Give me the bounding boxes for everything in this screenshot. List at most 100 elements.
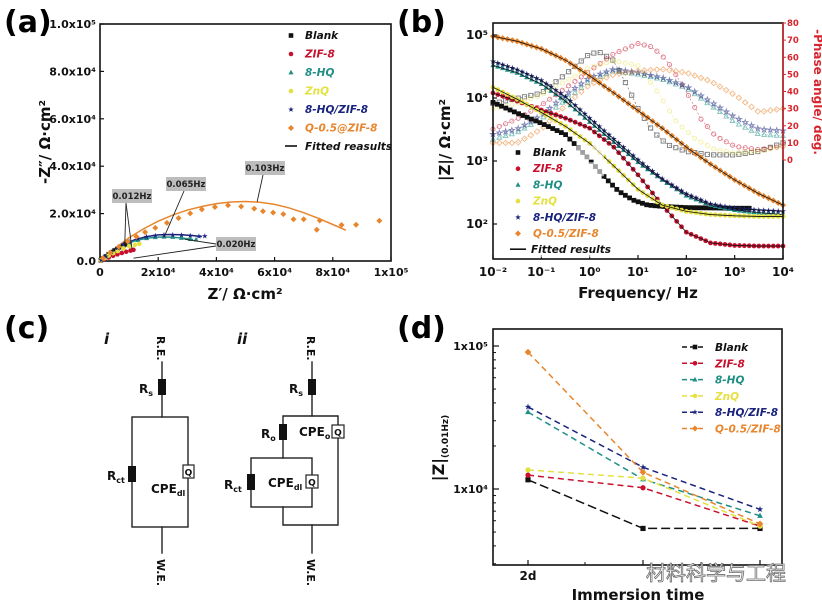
b-modulus-point bbox=[741, 208, 747, 214]
b-phase-point bbox=[527, 121, 534, 127]
d-legend-label: 8-HQ/ZIF-8 bbox=[715, 407, 778, 419]
b-modulus-point bbox=[727, 206, 733, 212]
b-phase-point bbox=[566, 69, 572, 75]
panel-label-d: (d) bbox=[397, 311, 446, 346]
a-data-point bbox=[112, 248, 117, 253]
b-legend-label: Blank bbox=[533, 147, 567, 159]
a-data-point bbox=[178, 232, 185, 238]
b-phase-point bbox=[640, 69, 649, 78]
b-y2-axis-title: -Phase angle/ deg. bbox=[811, 29, 822, 155]
b-modulus-point bbox=[756, 209, 762, 215]
d-y-tick-label: 1x10⁴ bbox=[453, 483, 488, 496]
a-data-point bbox=[290, 216, 297, 223]
b-phase-point bbox=[735, 94, 743, 102]
b-x-tick-label: 10⁴ bbox=[772, 265, 794, 279]
b-phase-fit-line bbox=[492, 43, 784, 150]
b-phase-point bbox=[723, 139, 729, 145]
d-series-line bbox=[527, 406, 761, 511]
b-phase-point bbox=[527, 131, 535, 139]
b-phase-point bbox=[648, 80, 654, 86]
a-legend-marker bbox=[288, 33, 294, 38]
b-phase-point bbox=[710, 103, 717, 110]
b-phase-point bbox=[742, 150, 748, 156]
b-phase-point bbox=[495, 128, 504, 137]
b-phase-point bbox=[521, 124, 528, 131]
b-y2-tick-label: 50 bbox=[787, 70, 799, 80]
b-phase-point bbox=[692, 135, 698, 141]
circuit-ii: ii R.E. Rs Ro Q CPEo Rct Q CPEdl W.E. bbox=[224, 330, 345, 586]
circuit-ii-rct-label: Rct bbox=[224, 478, 242, 494]
a-data-point bbox=[120, 246, 126, 251]
a-data-point bbox=[98, 257, 104, 263]
a-legend-label: Fitted reasults bbox=[305, 141, 392, 153]
b-phase-point bbox=[742, 145, 748, 151]
b-x-tick-label: 10¹ bbox=[627, 265, 649, 279]
b-legend-bg bbox=[512, 227, 604, 241]
plot-a-frame bbox=[99, 23, 392, 262]
b-phase-point bbox=[715, 103, 725, 112]
b-phase-point bbox=[635, 63, 641, 69]
b-phase-point bbox=[754, 130, 761, 136]
b-phase-point bbox=[704, 124, 710, 130]
b-modulus-fit-line bbox=[492, 35, 784, 206]
panel-label-b: (b) bbox=[397, 5, 446, 40]
b-phase-point bbox=[748, 146, 755, 152]
b-phase-point bbox=[773, 106, 781, 113]
b-phase-point bbox=[761, 147, 767, 153]
circuit-ii-rs-label: Rs bbox=[289, 382, 303, 398]
circuit-ii-cpeo-element bbox=[331, 424, 345, 439]
a-annotation-arrow bbox=[163, 190, 185, 238]
a-data-point bbox=[259, 208, 266, 215]
a-annotation-arrow bbox=[133, 245, 217, 259]
b-y2-tick-label: 0 bbox=[787, 156, 793, 166]
a-data-point bbox=[126, 244, 132, 249]
b-phase-point bbox=[610, 58, 616, 64]
b-phase-point bbox=[717, 147, 723, 154]
b-phase-point bbox=[514, 124, 523, 133]
b-phase-point bbox=[741, 99, 749, 106]
b-phase-point bbox=[711, 131, 717, 137]
b-legend-marker bbox=[515, 214, 521, 220]
d-data-point bbox=[525, 408, 531, 415]
circuit-i-rs-resistor bbox=[158, 379, 166, 395]
a-data-point bbox=[238, 203, 245, 210]
circuit-ii-cpedl-element bbox=[305, 474, 319, 489]
b-phase-point bbox=[679, 124, 685, 130]
b-phase-point bbox=[755, 148, 761, 155]
d-legend-marker bbox=[692, 393, 698, 399]
d-data-point bbox=[525, 467, 531, 473]
b-phase-point bbox=[577, 88, 585, 96]
a-data-point bbox=[270, 209, 277, 216]
b-y2-tick-label: 60 bbox=[787, 53, 799, 63]
b-phase-point bbox=[722, 107, 731, 116]
circuit-i-label: i bbox=[104, 330, 110, 348]
b-phase-point bbox=[540, 101, 546, 107]
b-phase-point bbox=[711, 146, 717, 152]
b-phase-point bbox=[514, 138, 522, 146]
a-y-tick-label: 4.0x10⁴ bbox=[49, 160, 96, 173]
b-phase-point bbox=[616, 59, 622, 65]
b-phase-point bbox=[515, 115, 521, 121]
circuit-i-parallel-box bbox=[131, 416, 189, 528]
d-data-point bbox=[756, 506, 764, 513]
b-phase-point bbox=[659, 73, 668, 82]
a-data-point bbox=[99, 255, 106, 262]
b-phase-point bbox=[691, 72, 699, 80]
a-data-point bbox=[135, 235, 141, 242]
b-phase-point bbox=[590, 79, 598, 87]
b-phase-point bbox=[552, 98, 560, 107]
circuit-ii-ro-label: Ro bbox=[261, 427, 276, 443]
a-data-point bbox=[124, 238, 131, 245]
a-data-point bbox=[143, 233, 150, 240]
b-phase-point bbox=[591, 63, 597, 69]
a-annotation-box bbox=[112, 189, 152, 203]
b-phase-point bbox=[628, 68, 636, 76]
b-phase-point bbox=[528, 92, 534, 98]
b-phase-point bbox=[577, 79, 586, 88]
b-phase-point bbox=[559, 87, 565, 93]
b-phase-point bbox=[690, 87, 699, 96]
b-phase-point bbox=[697, 74, 705, 82]
b-phase-point bbox=[698, 116, 704, 122]
b-phase-point bbox=[723, 149, 729, 155]
b-y2-tick-label: 70 bbox=[787, 36, 799, 46]
